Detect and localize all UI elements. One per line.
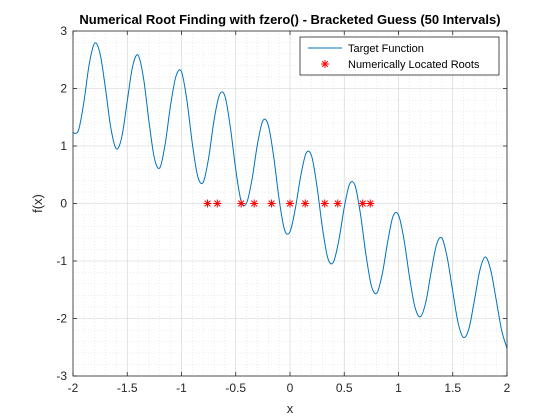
root-marker (366, 199, 375, 208)
root-marker (301, 199, 310, 208)
legend-box (299, 36, 500, 76)
y-tick-label: 1 (60, 139, 67, 153)
x-axis-label: x (287, 401, 294, 416)
root-marker (250, 199, 259, 208)
x-tick-label: -1.5 (117, 381, 138, 395)
y-axis-label: f(x) (30, 194, 45, 213)
root-marker (358, 199, 367, 208)
legend-asterisk (321, 60, 329, 68)
chart-title: Numerical Root Finding with fzero() - Br… (79, 12, 500, 27)
root-markers (203, 199, 375, 208)
legend-label-target-function: Target Function (348, 43, 424, 55)
legend: Target Function Numerically Located Root… (299, 36, 500, 76)
x-tick-label: -2 (68, 381, 79, 395)
root-marker (237, 199, 246, 208)
y-tick-label: 3 (60, 24, 67, 38)
x-tick-label: 2 (504, 381, 511, 395)
y-tick-label: 0 (60, 197, 67, 211)
x-tick-label: 0 (287, 381, 294, 395)
y-tick-label: -3 (56, 369, 67, 383)
root-marker (213, 199, 222, 208)
x-tick-label: -0.5 (225, 381, 246, 395)
root-marker (333, 199, 342, 208)
x-tick-label: 0.5 (336, 381, 353, 395)
legend-marker-swatch (321, 60, 329, 68)
y-tick-label: 2 (60, 82, 67, 96)
root-marker (320, 199, 329, 208)
x-tick-label: 1 (395, 381, 402, 395)
y-tick-label: -1 (56, 254, 67, 268)
y-tick-label: -2 (56, 312, 67, 326)
legend-label-roots: Numerically Located Roots (348, 59, 480, 71)
root-marker (286, 199, 294, 208)
root-marker (203, 199, 212, 208)
x-tick-label: 1.5 (444, 381, 461, 395)
target-function-line (72, 42, 508, 349)
root-marker (267, 199, 276, 208)
plot-content (72, 42, 508, 349)
axis-ticks (72, 30, 508, 377)
x-tick-label: -1 (176, 381, 187, 395)
